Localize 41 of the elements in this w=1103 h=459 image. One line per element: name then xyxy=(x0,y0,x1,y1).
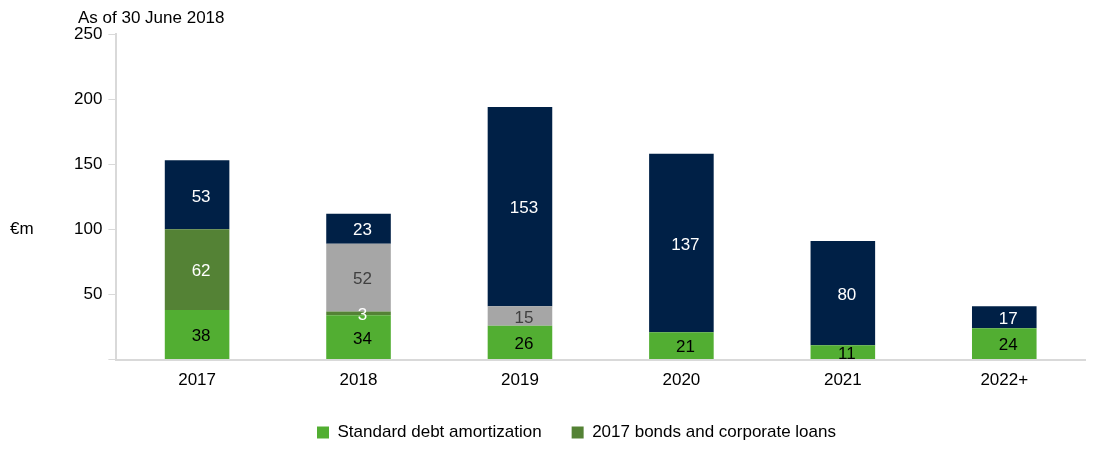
y-tick-label: 200 xyxy=(73,88,103,108)
legend-label: 2017 bonds and corporate loans xyxy=(592,422,836,442)
data-label: 15 xyxy=(514,307,534,327)
y-tick-label: 50 xyxy=(83,284,103,304)
bar xyxy=(487,306,553,326)
x-tick-label: 2020 xyxy=(662,370,701,390)
bar xyxy=(971,306,1037,329)
data-label: 24 xyxy=(998,335,1018,355)
x-tick-label: 2017 xyxy=(178,370,216,390)
data-label: 137 xyxy=(671,234,700,254)
legend-label: Standard debt amortization xyxy=(337,422,542,442)
y-tick-label: 100 xyxy=(73,219,103,239)
data-label: 80 xyxy=(837,284,857,304)
data-label: 38 xyxy=(191,326,211,346)
data-label: 17 xyxy=(998,308,1018,328)
bar xyxy=(164,229,230,311)
bar xyxy=(971,328,1037,360)
x-tick-label: 2021 xyxy=(823,370,862,390)
bar xyxy=(649,153,714,333)
data-label: 53 xyxy=(191,186,211,206)
x-tick-label: 2019 xyxy=(501,370,539,390)
data-label: 23 xyxy=(353,220,372,240)
bar xyxy=(164,160,230,230)
data-label: 34 xyxy=(353,328,372,348)
data-label: 62 xyxy=(191,261,211,281)
data-label: 21 xyxy=(675,337,695,357)
bar xyxy=(164,310,230,360)
y-axis-title: €m xyxy=(10,219,34,239)
bar xyxy=(326,213,391,244)
y-tick-label: 150 xyxy=(73,153,103,173)
bar xyxy=(649,332,714,360)
x-tick-label: 2018 xyxy=(339,370,378,390)
bar xyxy=(487,325,553,360)
data-label: 153 xyxy=(509,198,539,218)
data-label: 26 xyxy=(514,334,534,354)
data-label: 11 xyxy=(838,343,856,363)
bar xyxy=(487,106,553,307)
x-tick-label: 2022+ xyxy=(980,370,1029,390)
bar xyxy=(810,241,876,346)
data-label: 52 xyxy=(353,269,372,289)
data-label: 3 xyxy=(357,305,368,325)
